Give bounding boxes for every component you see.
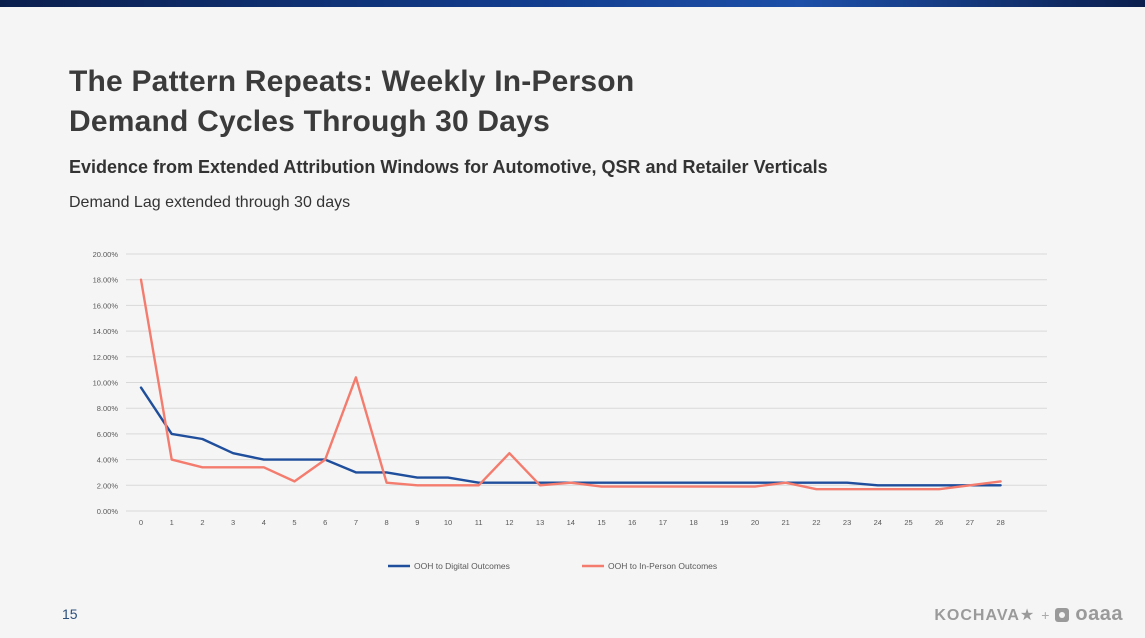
- x-tick-label: 4: [262, 518, 266, 527]
- x-tick-label: 9: [415, 518, 419, 527]
- slide-subtitle: Evidence from Extended Attribution Windo…: [69, 157, 828, 177]
- brand-plus-sign: +: [1041, 606, 1050, 623]
- x-tick-label: 7: [354, 518, 358, 527]
- y-tick-label: 12.00%: [93, 353, 119, 362]
- series-line-in-person: [139, 278, 1002, 491]
- x-tick-label: 18: [689, 518, 697, 527]
- x-tick-label: 12: [505, 518, 513, 527]
- page-number: 15: [62, 606, 78, 622]
- x-tick-label: 14: [567, 518, 575, 527]
- x-tick-label: 1: [170, 518, 174, 527]
- x-tick-label: 13: [536, 518, 544, 527]
- line-chart: 0.00% 2.00% 4.00% 6.00% 8.00% 10.00% 12.00% 14.…: [93, 250, 1047, 571]
- x-tick-label: 17: [659, 518, 667, 527]
- y-tick-label: 20.00%: [93, 250, 119, 259]
- y-tick-label: 10.00%: [93, 379, 119, 388]
- top-accent-bar: [0, 0, 1145, 7]
- oaaa-icon: [1055, 607, 1070, 622]
- slide-title-line-2: Demand Cycles Through 30 Days: [69, 105, 550, 138]
- y-tick-label: 4.00%: [97, 456, 119, 465]
- x-tick-label: 22: [812, 518, 820, 527]
- y-tick-label: 16.00%: [93, 301, 119, 310]
- x-tick-label: 24: [874, 518, 882, 527]
- x-tick-label: 28: [996, 518, 1004, 527]
- x-tick-label: 25: [904, 518, 912, 527]
- y-tick-label: 2.00%: [97, 481, 119, 490]
- y-tick-label: 18.00%: [93, 276, 119, 285]
- legend-label: OOH to Digital Outcomes: [414, 561, 510, 571]
- y-tick-label: 0.00%: [97, 507, 119, 516]
- x-tick-label: 16: [628, 518, 636, 527]
- slide-title: The Pattern Repeats: Weekly In-Person De…: [69, 62, 634, 142]
- x-tick-label: 5: [292, 518, 296, 527]
- x-tick-label: 21: [782, 518, 790, 527]
- x-tick-label: 6: [323, 518, 327, 527]
- y-tick-label: 6.00%: [97, 430, 119, 439]
- x-tick-label: 2: [200, 518, 204, 527]
- legend-label: OOH to In-Person Outcomes: [608, 561, 717, 571]
- kochava-logo: KOCHAVA★: [934, 606, 1036, 624]
- y-tick-label: 8.00%: [97, 404, 119, 413]
- x-tick-label: 15: [597, 518, 605, 527]
- x-tick-label: 23: [843, 518, 851, 527]
- brand-logos: KOCHAVA★ + oaaa: [934, 603, 1123, 626]
- x-tick-label: 20: [751, 518, 759, 527]
- slide-title-line-1: The Pattern Repeats: Weekly In-Person: [69, 65, 635, 98]
- x-tick-label: 0: [139, 518, 143, 527]
- x-tick-label: 10: [444, 518, 452, 527]
- x-tick-label: 8: [385, 518, 389, 527]
- x-tick-label: 26: [935, 518, 943, 527]
- x-tick-label: 11: [475, 518, 483, 527]
- x-tick-label: 27: [966, 518, 974, 527]
- y-tick-label: 14.00%: [93, 327, 119, 336]
- oaaa-logo: oaaa: [1075, 603, 1123, 625]
- chart-caption: Demand Lag extended through 30 days: [69, 194, 351, 211]
- x-tick-label: 19: [720, 518, 728, 527]
- x-tick-label: 3: [231, 518, 235, 527]
